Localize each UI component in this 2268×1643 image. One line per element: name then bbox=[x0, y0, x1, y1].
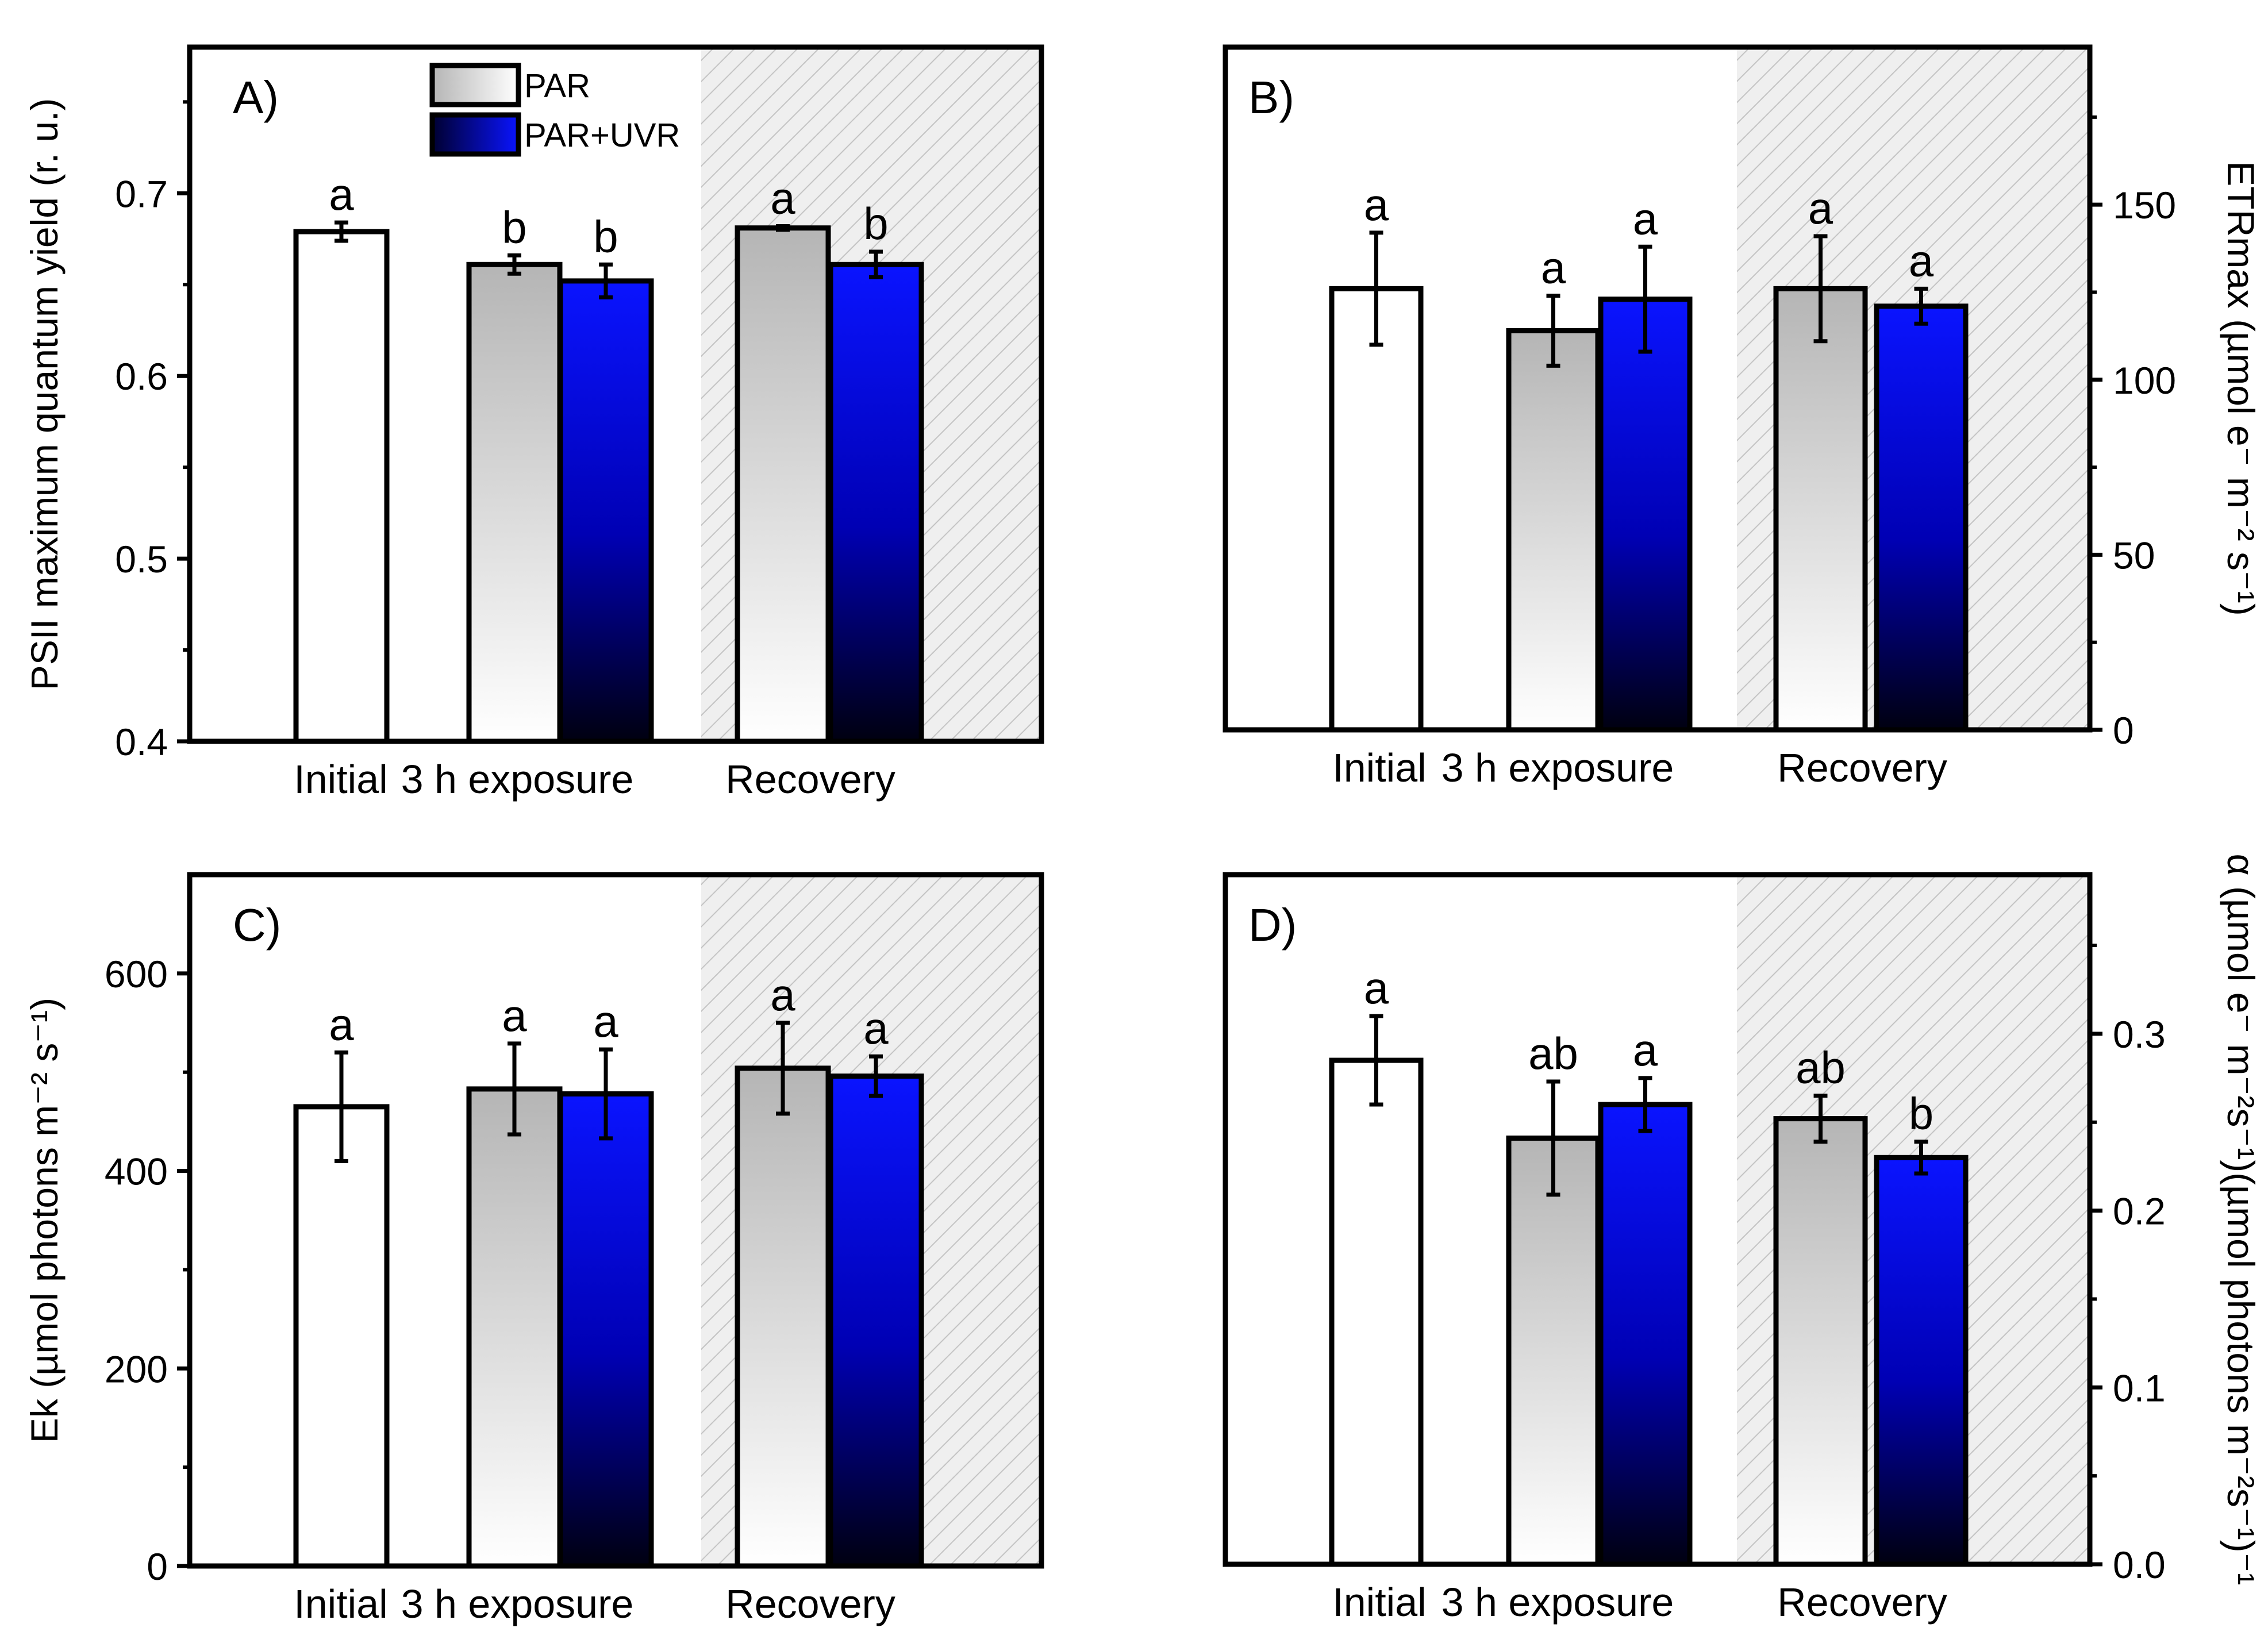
sig-label-d-1: a bbox=[1364, 963, 1389, 1013]
ytick-label-b-4: 150 bbox=[2113, 184, 2176, 226]
ytick-label-c-3: 400 bbox=[105, 1151, 168, 1193]
bar-b-4 bbox=[1773, 286, 1868, 733]
bar-a-1 bbox=[293, 229, 390, 744]
ytick-label-a-4: 0.7 bbox=[115, 172, 168, 215]
legend-swatch-2 bbox=[429, 112, 521, 157]
panel-label-d: D) bbox=[1248, 899, 1297, 951]
bar-c-5 bbox=[828, 1073, 924, 1569]
ytick-label-c-2: 200 bbox=[105, 1348, 168, 1390]
sig-label-d-2: ab bbox=[1528, 1028, 1578, 1079]
bar-b-3 bbox=[1598, 297, 1693, 733]
sig-label-c-3: a bbox=[593, 996, 618, 1046]
category-label-a-2: 3 h exposure bbox=[401, 757, 634, 802]
category-label-b-1: Initial bbox=[1332, 745, 1426, 790]
sig-label-d-4: ab bbox=[1796, 1042, 1846, 1093]
sig-label-d-3: a bbox=[1633, 1025, 1658, 1075]
y-axis-title-c: Ek (µmol photons m⁻² s⁻¹) bbox=[23, 998, 66, 1443]
panel-a: a Initial b b 3 h exposure a b Recovery 0.4 0.5 0.… bbox=[23, 44, 1044, 802]
bar-d-3 bbox=[1598, 1102, 1693, 1567]
category-label-b-3: Recovery bbox=[1777, 745, 1947, 790]
category-label-d-1: Initial bbox=[1332, 1580, 1426, 1625]
ytick-label-d-4: 0.3 bbox=[2113, 1013, 2166, 1056]
sig-label-b-3: a bbox=[1633, 193, 1658, 244]
bar-d-4 bbox=[1773, 1116, 1868, 1567]
plot-frame-c bbox=[187, 872, 1044, 1569]
sig-label-c-1: a bbox=[329, 999, 354, 1049]
sig-label-a-3: b bbox=[593, 211, 618, 261]
sig-label-a-4: a bbox=[770, 173, 795, 224]
category-label-c-2: 3 h exposure bbox=[401, 1582, 634, 1626]
sig-label-b-5: a bbox=[1909, 235, 1934, 286]
category-label-d-2: 3 h exposure bbox=[1441, 1580, 1674, 1625]
legend-swatch-1 bbox=[429, 63, 521, 107]
legend-label-1: PAR bbox=[524, 67, 590, 105]
sig-label-b-4: a bbox=[1808, 183, 1833, 233]
category-label-d-3: Recovery bbox=[1777, 1580, 1947, 1625]
bar-d-2 bbox=[1506, 1135, 1601, 1567]
bar-c-2 bbox=[466, 1086, 563, 1569]
sig-label-a-5: b bbox=[863, 198, 888, 249]
ytick-label-d-1: 0.0 bbox=[2113, 1544, 2166, 1586]
ytick-label-a-2: 0.5 bbox=[115, 538, 168, 580]
bar-c-4 bbox=[735, 1065, 831, 1569]
bar-a-5 bbox=[828, 261, 924, 744]
bar-b-5 bbox=[1874, 303, 1969, 733]
sig-label-a-2: b bbox=[502, 202, 526, 252]
bar-a-2 bbox=[466, 261, 563, 744]
plot-frame-d bbox=[1223, 872, 2093, 1567]
y-axis-title-a: PSII maximum quantum yield (r. u.) bbox=[23, 98, 66, 691]
category-label-c-3: Recovery bbox=[725, 1582, 895, 1626]
category-label-a-1: Initial bbox=[294, 757, 387, 802]
bar-b-2 bbox=[1506, 328, 1601, 733]
bar-b-1 bbox=[1329, 286, 1424, 733]
panel-label-b: B) bbox=[1248, 72, 1294, 123]
ytick-label-a-1: 0.4 bbox=[115, 721, 168, 763]
sig-label-c-5: a bbox=[863, 1003, 889, 1053]
panel-d: a Initial ab a 3 h exposure ab b Recovery 0.0 0.1… bbox=[1223, 854, 2262, 1625]
ytick-label-c-4: 600 bbox=[105, 953, 168, 995]
sig-label-c-2: a bbox=[502, 990, 527, 1041]
bar-d-5 bbox=[1874, 1155, 1969, 1567]
y-axis-title-b: ETRmax (µmol e⁻ m⁻² s⁻¹) bbox=[2220, 161, 2262, 616]
sig-label-c-4: a bbox=[770, 969, 795, 1020]
y-axis-title-d: α (µmol e⁻ m⁻²s⁻¹)(µmol photons m⁻²s⁻¹)⁻… bbox=[2220, 854, 2262, 1586]
ytick-label-b-1: 0 bbox=[2113, 709, 2134, 752]
ytick-label-d-2: 0.1 bbox=[2113, 1367, 2166, 1409]
ytick-label-a-3: 0.6 bbox=[115, 355, 168, 398]
category-label-b-2: 3 h exposure bbox=[1441, 745, 1674, 790]
category-label-c-1: Initial bbox=[294, 1582, 387, 1626]
bar-d-1 bbox=[1329, 1057, 1424, 1567]
ytick-label-b-3: 100 bbox=[2113, 359, 2176, 402]
bar-c-3 bbox=[558, 1091, 654, 1569]
ytick-label-b-2: 50 bbox=[2113, 534, 2155, 576]
panel-label-c: C) bbox=[233, 899, 281, 951]
ytick-label-d-3: 0.2 bbox=[2113, 1190, 2166, 1233]
sig-label-b-1: a bbox=[1364, 179, 1389, 230]
panel-b: a Initial a a 3 h exposure a a Recovery 0 50 100 15… bbox=[1223, 44, 2262, 790]
plot-frame-a bbox=[187, 44, 1044, 744]
panel-c: a Initial a a 3 h exposure a a Recovery 0 200 400 6… bbox=[23, 872, 1044, 1626]
panel-label-a: A) bbox=[233, 72, 279, 123]
legend: PAR PAR+UVR bbox=[429, 63, 680, 157]
bar-a-3 bbox=[558, 278, 654, 744]
legend-label-2: PAR+UVR bbox=[524, 117, 680, 154]
sig-label-a-1: a bbox=[329, 169, 354, 220]
bar-c-1 bbox=[293, 1104, 390, 1569]
ytick-label-c-1: 0 bbox=[147, 1545, 168, 1588]
category-label-a-3: Recovery bbox=[725, 757, 895, 802]
sig-label-d-5: b bbox=[1909, 1088, 1933, 1139]
plot-frame-b bbox=[1223, 44, 2093, 733]
bar-a-4 bbox=[735, 225, 831, 744]
sig-label-b-2: a bbox=[1541, 243, 1566, 293]
